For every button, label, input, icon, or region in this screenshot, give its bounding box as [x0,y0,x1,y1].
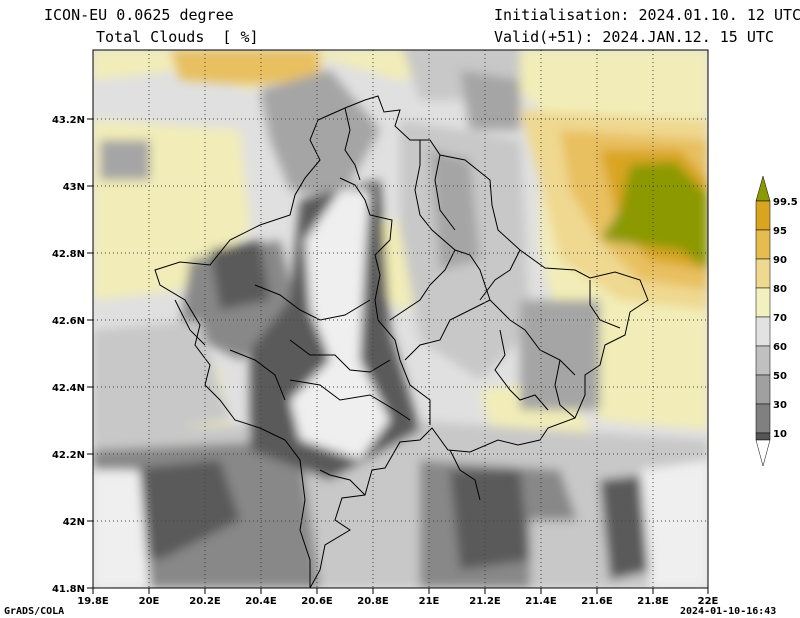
lon-labels: 19.8E 20E 20.2E 20.4E 20.6E 20.8E 21E 21… [77,596,718,607]
lon-label: 20.6E [301,596,333,607]
colorbar-swatch [755,316,771,347]
colorbar-swatch [755,229,771,260]
lat-label: 43.2N [52,115,85,126]
colorbar-label: 50 [773,371,787,382]
map-frame [92,49,709,589]
colorbar-label: 60 [773,342,787,353]
colorbar-label: 80 [773,284,787,295]
lon-label: 22E [698,596,719,607]
lat-label: 42.2N [52,450,85,461]
lat-label: 43N [63,182,85,193]
colorbar-bottom-arrow [755,439,771,467]
lon-label: 20.8E [357,596,389,607]
lon-label: 21.4E [525,596,557,607]
variable-title: Total Clouds [ %] [96,28,259,46]
lon-label: 21.8E [637,596,669,607]
colorbar [755,175,771,467]
lon-label: 20.2E [189,596,221,607]
cloud-cover-field [93,50,708,588]
colorbar-swatch [755,432,771,441]
lat-labels: 41.8N 42N 42.2N 42.4N 42.6N 42.8N 43N 43… [52,115,85,595]
valid-time: Valid(+51): 2024.JAN.12. 15 UTC [494,28,774,46]
colorbar-swatch [755,374,771,405]
lon-label: 19.8E [77,596,109,607]
grid-lines [93,50,708,588]
colorbar-label: 30 [773,400,787,411]
colorbar-top-arrow [755,175,771,202]
lon-label: 21.6E [581,596,613,607]
colorbar-label: 95 [773,226,787,237]
colorbar-swatch [755,200,771,231]
colorbar-labels: 99.5 95 90 80 70 60 50 30 10 [773,197,798,440]
colorbar-swatch [755,258,771,289]
lat-label: 42.8N [52,249,85,260]
colorbar-swatch [755,287,771,318]
colorbar-swatch [755,345,771,376]
colorbar-swatch [755,403,771,434]
lon-label: 21.2E [469,596,501,607]
axis-ticks [87,118,709,594]
lon-label: 20E [139,596,160,607]
lon-label: 20.4E [245,596,277,607]
footer-credit: GrADS/COLA [4,606,65,617]
lat-label: 42.6N [52,316,85,327]
colorbar-label: 90 [773,255,787,266]
init-time: Initialisation: 2024.01.10. 12 UTC [494,6,800,24]
model-title: ICON-EU 0.0625 degree [44,6,234,24]
footer-timestamp: 2024-01-10-16:43 [680,606,777,617]
lon-label: 21E [419,596,440,607]
admin-borders [154,95,649,588]
lat-label: 42.4N [52,383,85,394]
colorbar-label: 10 [773,429,787,440]
lat-label: 42N [63,517,85,528]
lat-label: 41.8N [52,584,85,595]
colorbar-label: 99.5 [773,197,798,208]
colorbar-label: 70 [773,313,787,324]
